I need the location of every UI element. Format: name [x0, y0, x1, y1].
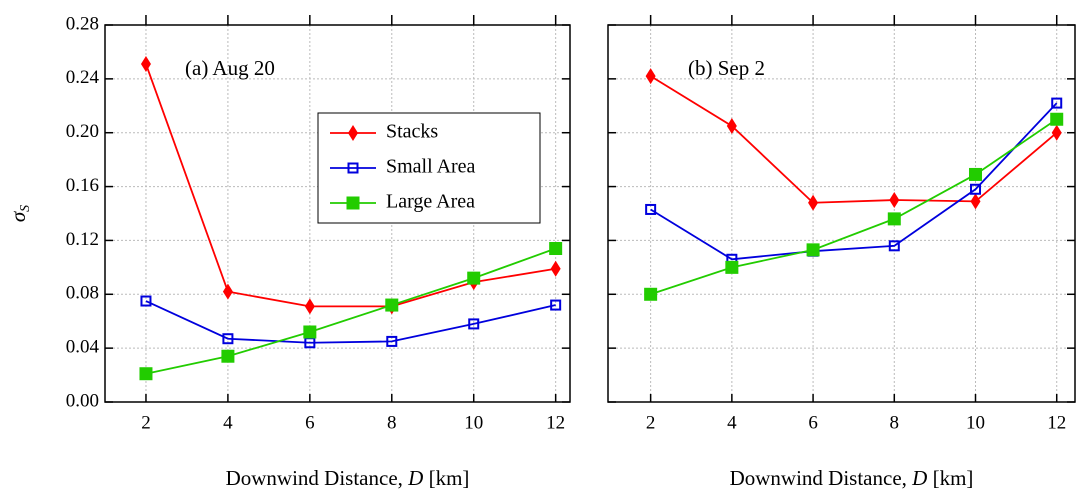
y-tick-label: 0.24 [66, 67, 100, 88]
y-tick-label: 0.08 [66, 283, 99, 304]
marker [346, 196, 360, 210]
series-line [650, 102, 1058, 261]
y-axis-label: σS [6, 205, 33, 222]
x-axis-label-part: Downwind Distance, [730, 466, 913, 490]
x-tick-label: 12 [546, 412, 565, 433]
marker [386, 335, 398, 347]
y-tick-label: 0.04 [66, 337, 100, 358]
y-tick-label: 0.00 [66, 390, 99, 411]
marker [550, 299, 562, 311]
x-tick-label: 8 [890, 412, 900, 433]
x-axis-label-part: D [407, 466, 423, 490]
legend-label: Stacks [386, 121, 438, 143]
marker [222, 283, 233, 300]
annotation: (b) Sep 2 [688, 56, 765, 80]
x-tick-label: 8 [387, 412, 397, 433]
x-tick-label: 10 [966, 412, 985, 433]
marker [645, 203, 657, 215]
marker [140, 295, 152, 307]
y-axis-label-subscript: S [18, 205, 33, 212]
marker [549, 242, 563, 256]
x-axis-label-part: Downwind Distance, [226, 466, 409, 490]
x-tick-label: 2 [646, 412, 656, 433]
x-axis-label-part: [km] [927, 466, 973, 490]
marker [139, 367, 153, 381]
x-axis-label: Downwind Distance, D [km] [730, 466, 974, 490]
marker [806, 243, 820, 257]
series-line [650, 118, 1058, 296]
x-tick-label: 12 [1047, 412, 1066, 433]
marker [1051, 97, 1063, 109]
plot-frame [104, 24, 571, 403]
marker [468, 318, 480, 330]
x-tick-label: 6 [808, 412, 818, 433]
legend-label: Small Area [386, 156, 476, 178]
marker [1051, 124, 1062, 141]
x-axis-label-part: D [911, 466, 927, 490]
marker [725, 260, 739, 274]
marker [550, 260, 561, 277]
marker [808, 194, 819, 211]
marker [645, 68, 656, 85]
marker [1050, 112, 1064, 126]
marker [221, 349, 235, 363]
x-tick-label: 2 [141, 412, 151, 433]
legend-label: Large Area [386, 191, 475, 213]
marker [888, 240, 900, 252]
x-axis-label-part: [km] [423, 466, 469, 490]
marker [385, 298, 399, 312]
y-axis-label-symbol: σ [6, 210, 30, 222]
series-line [145, 247, 556, 375]
y-tick-label: 0.20 [66, 121, 99, 142]
marker [304, 298, 315, 315]
y-tick-label: 0.16 [66, 175, 99, 196]
marker [970, 183, 982, 195]
marker [969, 167, 983, 181]
y-tick-label: 0.12 [66, 229, 99, 250]
plot-frame [607, 24, 1076, 403]
series-line [650, 75, 1058, 204]
marker [347, 162, 359, 174]
marker [889, 192, 900, 209]
marker [887, 212, 901, 226]
x-axis-label: Downwind Distance, D [km] [226, 466, 470, 490]
y-tick-label: 0.28 [66, 13, 99, 34]
marker [348, 125, 358, 141]
marker [222, 333, 234, 345]
series-line [145, 300, 556, 344]
series-line [145, 63, 556, 308]
x-tick-label: 10 [464, 412, 483, 433]
marker [644, 287, 658, 301]
annotation: (a) Aug 20 [185, 56, 275, 80]
marker [140, 56, 151, 73]
marker [467, 271, 481, 285]
marker [303, 325, 317, 339]
marker [726, 117, 737, 134]
marker [970, 193, 981, 210]
x-tick-label: 4 [727, 412, 737, 433]
x-tick-label: 4 [223, 412, 233, 433]
x-tick-label: 6 [305, 412, 315, 433]
